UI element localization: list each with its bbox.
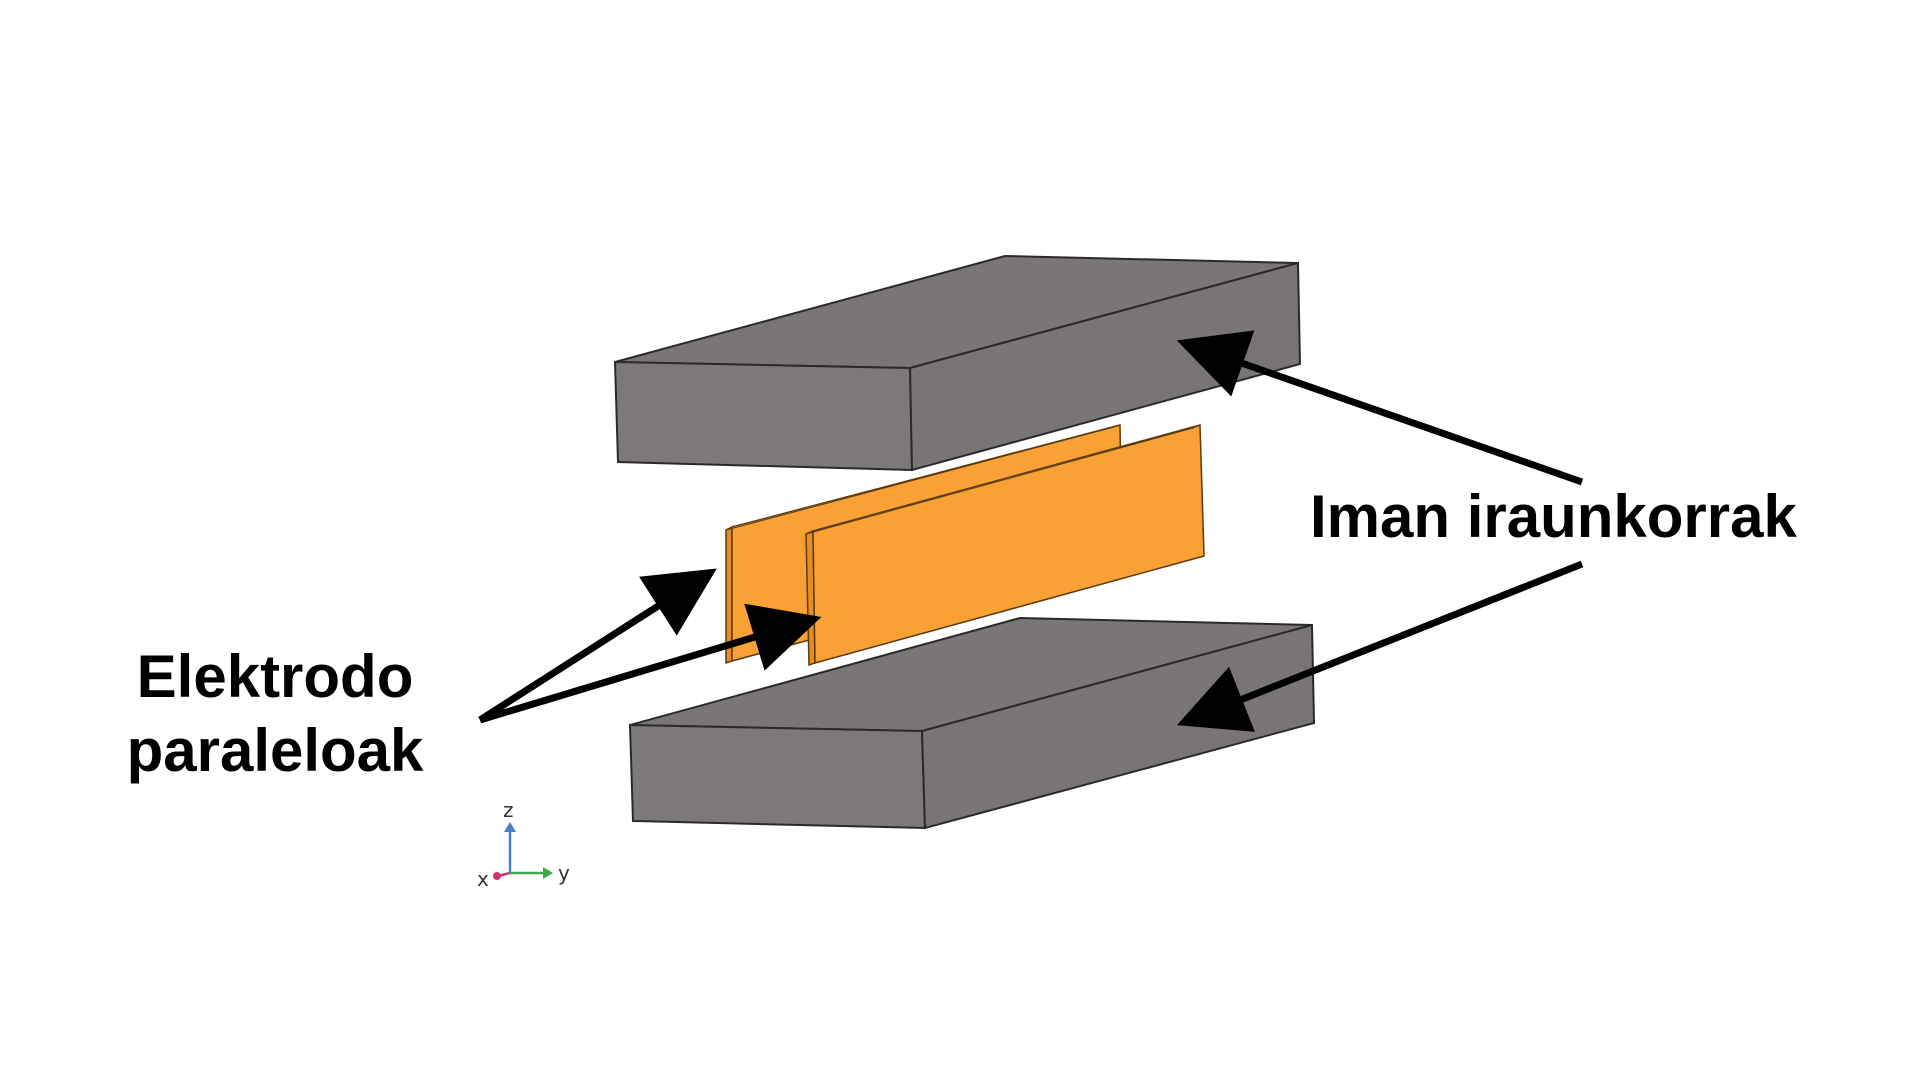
top-magnet-side-face (908, 261, 1302, 472)
electrodes-label: Elektrodo paraleloak (105, 640, 445, 788)
front-electrode (805, 424, 1205, 667)
y-axis-label: y (558, 861, 570, 885)
z-axis-arrowhead (504, 822, 516, 832)
top-magnet-front-face (613, 360, 914, 472)
arrow-to-top-magnet (1176, 330, 1584, 486)
y-axis-arrowhead (543, 867, 553, 879)
arrow-to-bottom-magnet (1176, 560, 1584, 732)
back-electrode-top-edge (725, 424, 1121, 531)
arrow-to-back-electrode (478, 568, 717, 723)
axis-triad: z y x (477, 798, 570, 891)
electrodes-label-line2: paraleloak (126, 717, 424, 784)
electrodes-label-line1: Elektrodo (136, 643, 414, 710)
x-axis-dot (493, 872, 501, 880)
bottom-magnet-front-face (628, 723, 927, 830)
magnets-label: Iman iraunkorrak (1310, 483, 1797, 550)
z-axis-label: z (503, 798, 514, 822)
arrow-to-front-electrode (478, 603, 822, 724)
x-axis-label: x (477, 867, 489, 891)
front-electrode-top-edge (805, 424, 1201, 535)
top-magnet (613, 254, 1302, 472)
